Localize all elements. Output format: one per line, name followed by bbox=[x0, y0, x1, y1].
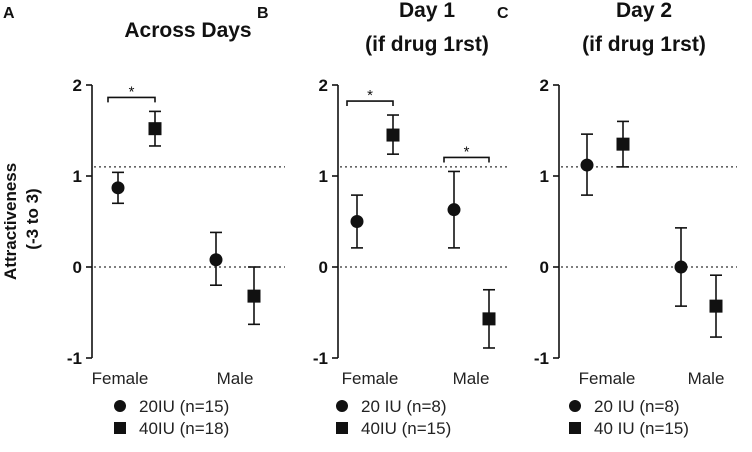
data-point-square bbox=[247, 289, 261, 303]
y-tick-label: 2 bbox=[73, 76, 82, 95]
significance-star: * bbox=[464, 143, 470, 160]
legend-label: 20 IU (n=8) bbox=[594, 397, 680, 416]
y-tick-label: 2 bbox=[540, 76, 549, 95]
y-tick-label: 0 bbox=[73, 258, 82, 277]
y-tick-label: 0 bbox=[540, 258, 549, 277]
legend-marker-circle bbox=[114, 400, 126, 412]
significance-bracket bbox=[346, 100, 394, 107]
data-point-circle bbox=[350, 215, 364, 228]
y-tick-label: 2 bbox=[319, 76, 328, 95]
panel-letter: C bbox=[497, 5, 509, 22]
y-tick-label: -1 bbox=[534, 349, 549, 368]
legend-label: 40IU (n=15) bbox=[361, 419, 451, 438]
y-axis-label: Attractiveness (-3 to 3) bbox=[1, 158, 42, 280]
panel-a: A Across Days 2 1 0 -1 Female Male * 20IU (n=15) 4… bbox=[3, 5, 285, 438]
panel-title: Across Days bbox=[124, 19, 251, 42]
y-tick-label: 0 bbox=[319, 258, 328, 277]
panels: A Across Days 2 1 0 -1 Female Male * 20IU (n=15) 4… bbox=[3, 0, 737, 438]
legend-marker-square bbox=[114, 422, 126, 434]
y-tick-label: -1 bbox=[313, 349, 328, 368]
data-point-square bbox=[616, 137, 630, 151]
legend-marker-square bbox=[569, 422, 581, 434]
legend-marker-square bbox=[336, 422, 348, 434]
significance-star: * bbox=[129, 83, 135, 100]
legend-marker-circle bbox=[336, 400, 348, 412]
panel-b: B Day 1 (if drug 1rst) 2 1 0 -1 Female Male * * 20 … bbox=[257, 0, 507, 438]
legend-label: 20 IU (n=8) bbox=[361, 397, 447, 416]
data-point-circle bbox=[447, 203, 461, 217]
data-point-circle bbox=[111, 181, 125, 195]
x-category-label: Male bbox=[453, 369, 490, 388]
x-category-label: Female bbox=[579, 369, 636, 388]
data-point-square bbox=[386, 128, 400, 142]
panel-title: Day 1 bbox=[399, 0, 455, 22]
x-category-label: Female bbox=[342, 369, 399, 388]
significance-bracket bbox=[107, 96, 156, 103]
panel-title: Day 2 bbox=[616, 0, 672, 22]
panel-letter: A bbox=[3, 5, 15, 22]
legend-label: 40 IU (n=15) bbox=[594, 419, 689, 438]
panel-title: (if drug 1rst) bbox=[582, 33, 706, 56]
legend-label: 40IU (n=18) bbox=[139, 419, 229, 438]
significance-bracket bbox=[443, 156, 490, 163]
panel-title: (if drug 1rst) bbox=[365, 33, 489, 56]
data-point-square bbox=[148, 122, 162, 136]
y-tick-label: 1 bbox=[73, 167, 82, 186]
data-point-square bbox=[482, 312, 496, 326]
significance-star: * bbox=[367, 87, 373, 104]
y-tick-label: 1 bbox=[319, 167, 328, 186]
data-point-square bbox=[709, 299, 723, 313]
y-tick-label: -1 bbox=[67, 349, 82, 368]
data-point-circle bbox=[674, 260, 688, 274]
x-category-label: Male bbox=[688, 369, 725, 388]
data-point-circle bbox=[209, 253, 223, 267]
data-point-circle bbox=[580, 158, 594, 172]
panel-c: C Day 2 (if drug 1rst) 2 1 0 -1 Female Male 20 IU… bbox=[497, 0, 737, 438]
panel-letter: B bbox=[257, 5, 269, 22]
legend-label: 20IU (n=15) bbox=[139, 397, 229, 416]
y-tick-label: 1 bbox=[540, 167, 549, 186]
legend-marker-circle bbox=[569, 400, 581, 412]
x-category-label: Male bbox=[217, 369, 254, 388]
x-category-label: Female bbox=[92, 369, 149, 388]
